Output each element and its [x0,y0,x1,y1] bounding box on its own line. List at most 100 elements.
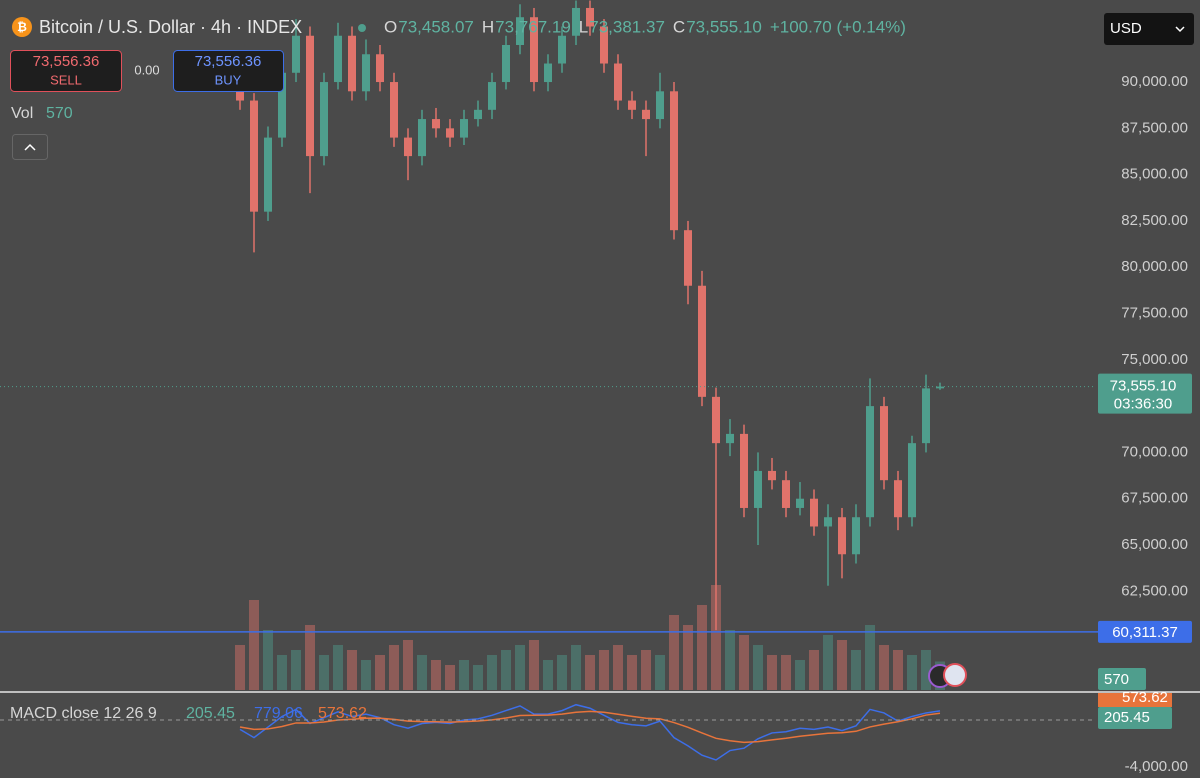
price-badge [1098,373,1192,414]
ohlc-key: H [482,17,494,36]
currency-label: USD [1110,20,1142,37]
volume-bar [795,660,805,690]
volume-badge [1098,668,1146,690]
candle-body [824,517,832,527]
volume-bar [277,655,287,690]
volume-bar [473,665,483,690]
volume-bar [585,655,595,690]
candle-body [922,388,930,444]
volume-bar [921,650,931,690]
candle-body [880,406,888,481]
macd-legend-name: MACD close 12 26 9 [10,705,157,722]
y-tick-label: 62,500.00 [1121,582,1188,599]
y-tick-label: 87,500.00 [1121,119,1188,136]
volume-bar [417,655,427,690]
volume-bar [361,660,371,690]
candle-body [516,17,524,45]
buy-price: 73,556.36 [195,53,262,70]
buy-button[interactable] [173,50,284,92]
volume-bar [305,625,315,690]
volume-bar [655,655,665,690]
candle-body [558,35,566,64]
volume-bar [515,645,525,690]
volume-bar [319,655,329,690]
candle-body [628,100,636,110]
ohlc-value: 73,767.19 [495,17,571,36]
candle-body [810,498,818,527]
candle-body [600,26,608,64]
sell-button[interactable] [10,50,122,92]
currency-dropdown[interactable] [1104,13,1194,45]
y-tick-label: 67,500.00 [1121,490,1188,507]
price-badge-value: 73,555.10 [1110,378,1177,395]
y-tick-label: 77,500.00 [1121,304,1188,321]
alert-badge-value: 60,311.37 [1112,624,1178,641]
candle-body [250,100,258,212]
volume-bar [753,645,763,690]
volume-bar [725,630,735,690]
collapse-button[interactable] [12,134,48,160]
volume-bar [571,645,581,690]
volume-bar [851,650,861,690]
y-tick-label: 85,000.00 [1121,166,1188,183]
sell-label: SELL [50,72,82,87]
candle-body [460,119,468,138]
ohlc-key: O [384,17,397,36]
signal-badge [1098,693,1172,707]
candle-body [684,230,692,286]
sell-price: 73,556.36 [33,53,100,70]
y-tick-label: 90,000.00 [1121,73,1188,90]
y-tick-label: 70,000.00 [1121,443,1188,460]
macd-tick-label: -4,000.00 [1125,758,1188,775]
volume-bar [389,645,399,690]
candle-body [908,443,916,518]
volume-bar [291,650,301,690]
candle-body [712,396,720,444]
price-change: +100.70 (+0.14%) [770,17,906,36]
symbol-title: Bitcoin / U.S. Dollar · 4h · INDEX [39,17,302,37]
volume-bar [599,650,609,690]
candle-body [292,35,300,73]
event-icon-flag[interactable] [943,663,967,687]
candle-body [572,7,580,36]
candle-body [670,91,678,231]
macd-legend-signal: 573.62 [318,705,367,722]
candle-body [642,109,650,120]
bitcoin-icon [12,17,32,37]
volume-bar [431,660,441,690]
volume-bar [697,605,707,690]
candle-body [320,82,328,157]
candle-body [530,17,538,83]
volume-bar [557,655,567,690]
ohlc-value: 73,555.10 [686,17,762,36]
histogram-badge [1098,707,1172,729]
volume-bar [879,645,889,690]
volume-bar [781,655,791,690]
volume-bar [487,655,497,690]
volume-bar [739,635,749,690]
volume-bar [865,625,875,690]
candle-body [264,137,272,212]
candle-body [306,35,314,157]
volume-bar [333,645,343,690]
candle-body [334,35,342,83]
price-axis: 62,500.0065,000.0067,500.0070,000.0072,5… [1121,73,1188,775]
macd-line [239,710,941,744]
volume-bar [403,640,413,690]
volume-bar [501,650,511,690]
volume-bar [683,625,693,690]
volume-bar [767,655,777,690]
y-tick-label: 82,500.00 [1121,212,1188,229]
candle-body [432,119,440,129]
histogram-badge-value: 205.45 [1104,709,1150,726]
alert-badge[interactable] [1098,620,1192,643]
candle-body [446,128,454,138]
volume-bar [543,660,553,690]
candle-body [936,386,944,389]
volume-bar [809,650,819,690]
candle-body [488,82,496,110]
candle-body [768,470,776,481]
market-status-dot [358,24,366,32]
